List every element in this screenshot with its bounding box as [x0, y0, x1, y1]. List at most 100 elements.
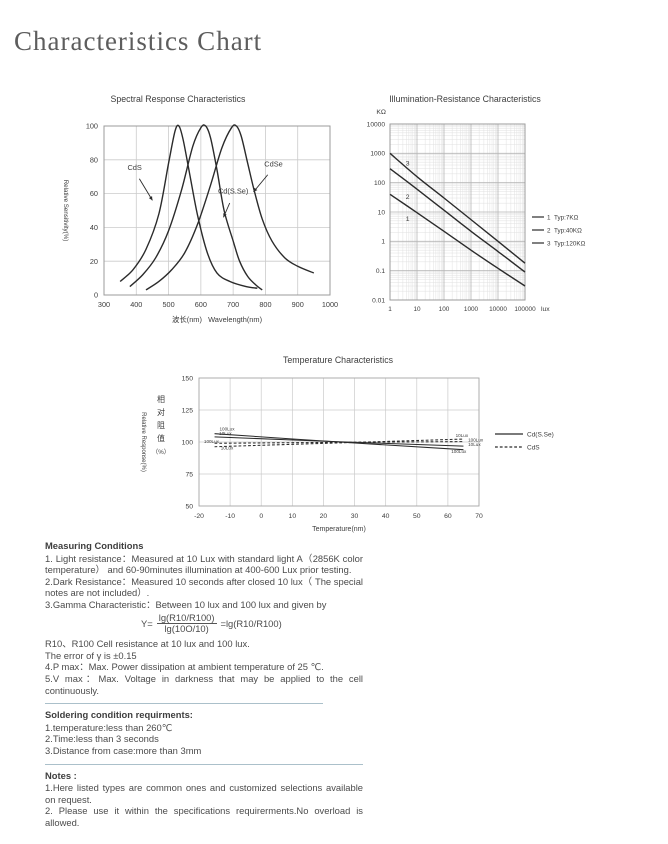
line-number-label: 1 [406, 216, 410, 223]
temperature-chart-svg: -20 -10 0 10 20 30 40 50 60 70 150 125 100 75 50 100Lux… [140, 355, 554, 533]
illum-x-tick: 1000 [464, 306, 479, 313]
temperature-characteristics-chart: -20 -10 0 10 20 30 40 50 60 70 150 125 100 75 50 100Lux… [130, 350, 668, 547]
soldering-item-2: 2.Time:less than 3 seconds [45, 733, 159, 745]
illum-x-tick: 10000 [489, 306, 507, 313]
temp-x-tick: 20 [320, 513, 328, 520]
line-lux-label: 100Lux [204, 439, 220, 444]
notes-item-2: 2. Please use it within the specificatio… [45, 805, 363, 828]
series-CdS-100Lux [214, 441, 464, 444]
line-lux-label: 10Lux [456, 433, 469, 438]
legend-label: 1 Typ:7KΩ [547, 214, 579, 221]
temp-y-axis-label-cn: 相 [157, 394, 165, 404]
temp-x-tick: 70 [475, 513, 483, 520]
temp-y-tick: 125 [182, 407, 194, 414]
series-2 [389, 168, 526, 273]
illum-y-tick: 0.01 [372, 297, 385, 304]
spectral-response-chart: 300 400 500 600 700 800 900 1000 0 20 40 60 80 100 CdS… [40, 88, 350, 345]
arrowhead-icon [148, 196, 153, 201]
temp-x-tick: -20 [194, 513, 204, 520]
temp-x-tick: 10 [289, 513, 297, 520]
illum-y-tick: 100 [374, 180, 385, 187]
curve-label-CdSe: CdSe [264, 160, 283, 169]
soldering-item-3: 3.Distance from case:more than 3mm [45, 744, 202, 756]
spectral-y-tick: 100 [86, 122, 98, 131]
measuring-item-5: The error of γ is ±0.15 [45, 649, 137, 661]
notes-section: Notes : 1.Here listed types are common o… [45, 770, 363, 829]
spectral-x-tick: 700 [227, 300, 239, 309]
soldering-title: Soldering condition requirments: [45, 709, 193, 721]
soldering-item-1: 1.temperature:less than 260℃ [45, 721, 173, 733]
illumination-resistance-chart: 1 10 100 1000 10000 100000 10000 1000 100 10 1 0.1 0… [350, 88, 668, 333]
illum-y-tick: 10 [378, 209, 386, 216]
spectral-x-tick: 300 [98, 300, 110, 309]
spectral-x-tick: 500 [162, 300, 174, 309]
legend-label: CdS [527, 444, 540, 451]
temp-x-axis-label: Temperature(nm) [312, 526, 366, 533]
series-CdS-10Lux [214, 438, 464, 448]
series-3 [389, 152, 526, 264]
spectral-plot-border [103, 125, 331, 296]
illum-x-tick: 100000 [514, 306, 536, 313]
series-CdSe [145, 124, 315, 291]
soldering-section: Soldering condition requirments: 1.tempe… [45, 709, 363, 756]
arrowhead-icon [223, 213, 227, 218]
line-lux-label: 100Lux [219, 427, 235, 432]
temp-y-axis-label-cn: 阻 [157, 421, 165, 430]
temp-x-tick: 50 [413, 513, 421, 520]
spectral-y-tick: 40 [90, 223, 98, 232]
measuring-item-3: 3.Gamma Characteristic：Between 10 lux an… [45, 598, 327, 610]
spectral-x-axis-label: 波长(nm) Wavelength(nm) [172, 315, 262, 324]
gamma-formula: Y= lg(R10/R100) lg(10O/10) =lg(R10/R100) [141, 611, 363, 636]
spectral-y-tick: 80 [90, 155, 98, 164]
temp-y-tick: 150 [182, 375, 194, 382]
x-unit-label: lux [541, 306, 550, 313]
illum-x-tick: 100 [439, 306, 450, 313]
legend-label: Cd(S.Se) [527, 431, 554, 438]
spectral-y-tick: 60 [90, 189, 98, 198]
temp-y-axis-label-cn: 对 [157, 407, 165, 417]
series-Cd(S.Se)-10Lux [214, 436, 464, 447]
temp-y-axis-label-en: Relative Response(%) [140, 412, 146, 472]
spectral-x-tick: 900 [292, 300, 304, 309]
page-title: Characteristics Chart [14, 26, 263, 56]
illum-y-tick: 0.1 [376, 268, 385, 275]
section-divider [45, 763, 363, 765]
spectral-y-tick: 20 [90, 257, 98, 266]
text-column: Measuring Conditions 1. Light resistance… [45, 540, 363, 828]
annotation-arrow [138, 178, 153, 201]
formula-numerator: lg(R10/R100) [156, 611, 217, 625]
measuring-item-1: 1. Light resistance：Measured at 10 Lux w… [45, 552, 363, 576]
temp-y-tick: 100 [182, 439, 194, 446]
line-number-label: 2 [406, 194, 410, 201]
formula-fraction: lg(R10/R100) lg(10O/10) [156, 611, 217, 636]
legend-label: 2 Typ:40KΩ [547, 227, 582, 234]
series-1 [389, 193, 526, 287]
measuring-conditions-title: Measuring Conditions [45, 540, 144, 551]
legend-label: 3 Typ:120KΩ [547, 240, 586, 247]
illum-x-tick: 1 [388, 306, 392, 313]
formula-lhs: Y= [141, 618, 153, 630]
notes-item-1: 1.Here listed types are common ones and … [45, 782, 363, 805]
temp-plot-border [198, 377, 480, 507]
illumination-chart-svg: 1 10 100 1000 10000 100000 10000 1000 100 10 1 0.1 0… [367, 94, 586, 313]
temp-chart-title: Temperature Characteristics [283, 355, 394, 365]
curve-label-Cd(S.Se): Cd(S.Se) [218, 187, 248, 196]
line-number-label: 3 [406, 161, 410, 168]
line-lux-label: 10Lux [221, 445, 234, 450]
temp-y-axis-label-cn: 值 [157, 433, 165, 443]
formula-denominator: lg(10O/10) [164, 623, 209, 635]
line-lux-label: 10Lux [219, 431, 232, 436]
illum-plot-border [389, 123, 526, 301]
illum-x-tick: 10 [413, 306, 421, 313]
measuring-conditions-section: Measuring Conditions 1. Light resistance… [45, 540, 363, 696]
illum-y-tick: 10000 [367, 121, 386, 128]
curve-label-CdS: CdS [127, 163, 141, 172]
temp-y-tick: 50 [185, 503, 193, 510]
arrowhead-icon [253, 187, 258, 192]
temp-y-tick: 75 [185, 471, 193, 478]
spectral-x-tick: 600 [195, 300, 207, 309]
spectral-chart-svg: 300 400 500 600 700 800 900 1000 0 20 40 60 80 100 CdS… [62, 94, 338, 324]
measuring-item-7: 5.V max：Max. Voltage in darkness that ma… [45, 672, 363, 696]
y-unit-label: KΩ [376, 109, 386, 116]
